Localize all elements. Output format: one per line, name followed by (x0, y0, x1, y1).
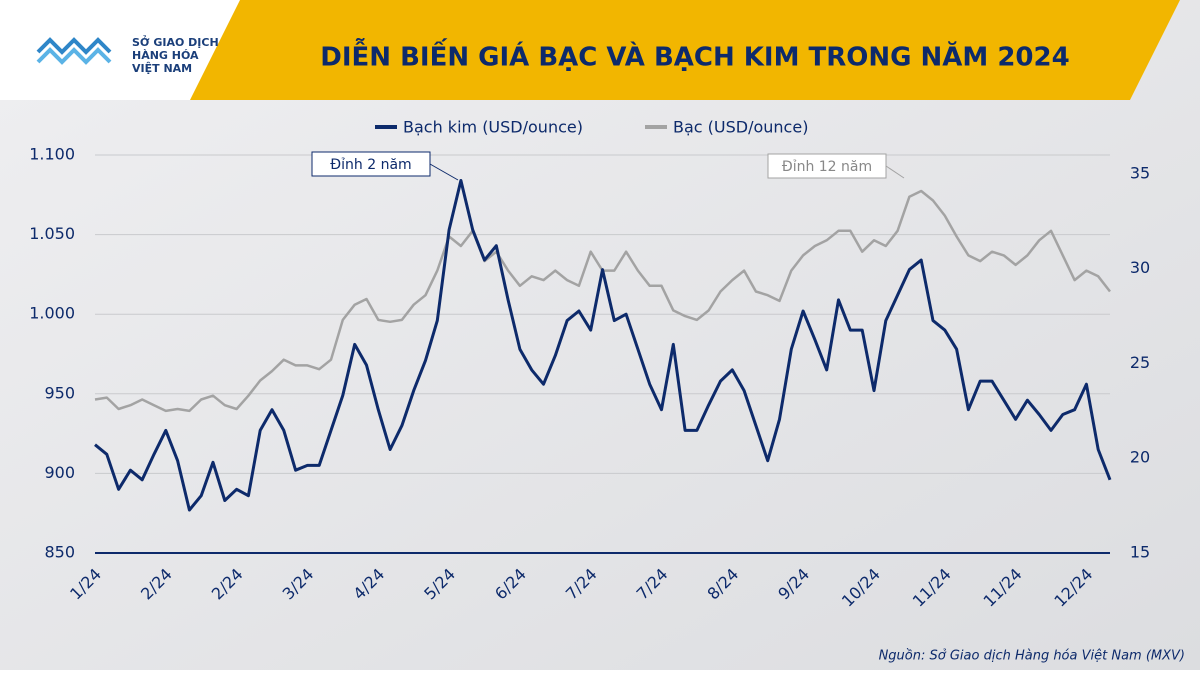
logo-text: HÀNG HÓA (132, 49, 199, 62)
annotation-box (311, 151, 431, 177)
annotation-pointer (885, 165, 905, 179)
logo-text: VIỆT NAM (132, 62, 192, 75)
title-banner (0, 0, 1180, 100)
logo-panel (0, 0, 240, 100)
annotation: Đỉnh 2 năm (311, 151, 459, 181)
y2-tick-label: 30 (1130, 258, 1150, 277)
annotation-box (767, 153, 887, 179)
annotation-text: Đỉnh 12 năm (782, 159, 872, 175)
y-tick-label: 1.100 (29, 145, 75, 164)
annotation-pointer (429, 163, 459, 181)
y-tick-label: 950 (44, 383, 75, 402)
y-tick-label: 900 (44, 463, 75, 482)
source-note: Nguồn: Sở Giao dịch Hàng hóa Việt Nam (M… (879, 649, 1185, 664)
logo-mark (36, 37, 112, 65)
legend-label: Bạc (USD/ounce) (673, 118, 808, 137)
legend-label: Bạch kim (USD/ounce) (403, 118, 583, 137)
y2-tick-label: 20 (1130, 448, 1150, 467)
y-tick-label: 850 (44, 543, 75, 562)
y-tick-label: 1.000 (29, 304, 75, 323)
y2-tick-label: 35 (1130, 163, 1150, 182)
annotation-text: Đỉnh 2 năm (330, 157, 411, 173)
y2-tick-label: 15 (1130, 543, 1150, 562)
y2-tick-label: 25 (1130, 353, 1150, 372)
series-line (94, 179, 1112, 512)
y-tick-label: 1.050 (29, 224, 75, 243)
annotation: Đỉnh 12 năm (767, 153, 905, 179)
chart-title: DIỄN BIẾN GIÁ BẠC VÀ BẠCH KIM TRONG NĂM … (320, 37, 1069, 73)
logo-text: SỞ GIAO DỊCH (132, 35, 219, 49)
